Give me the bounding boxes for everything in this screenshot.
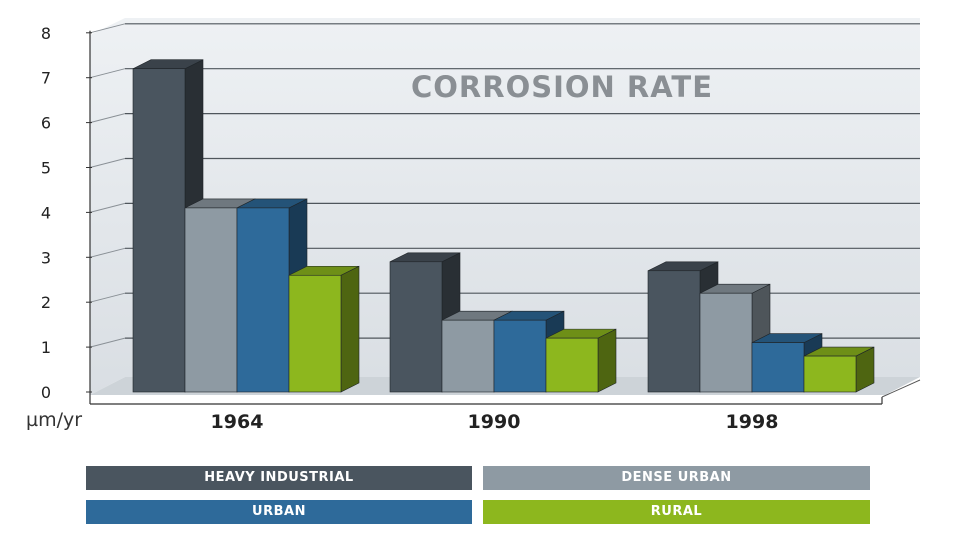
bar <box>751 342 805 393</box>
legend-item-label: URBAN <box>252 504 306 519</box>
bar <box>699 292 753 393</box>
gridline-side <box>89 113 126 124</box>
y-tick-label: 2 <box>41 293 51 312</box>
legend-item-label: DENSE URBAN <box>621 470 732 485</box>
gridline-side <box>89 292 126 303</box>
x-tick-label: 1998 <box>726 411 779 433</box>
y-tick-label: 0 <box>41 383 51 402</box>
gridline-side <box>89 23 126 34</box>
gridline-side <box>89 158 126 168</box>
legend-item: URBAN <box>86 500 472 524</box>
bar <box>184 207 238 393</box>
bar <box>545 337 599 393</box>
bar <box>288 274 342 393</box>
y-tick-label: 1 <box>41 338 51 357</box>
y-tick-label: 8 <box>41 24 51 43</box>
gridline-side <box>89 247 126 258</box>
y-tick-label: 6 <box>41 114 51 133</box>
floor-edge <box>881 379 921 398</box>
bar <box>236 207 290 393</box>
bar <box>441 319 495 393</box>
y-axis-unit-label: µm/yr <box>26 409 82 431</box>
y-tick-label: 5 <box>41 159 51 178</box>
legend-item: DENSE URBAN <box>483 466 870 490</box>
bar <box>132 68 186 393</box>
legend-item: RURAL <box>483 500 870 524</box>
bar <box>803 355 857 393</box>
chart-title: CORROSION RATE <box>411 70 713 104</box>
bar <box>389 261 443 393</box>
gridline-side <box>89 68 126 79</box>
bar <box>493 319 547 393</box>
y-tick-label: 4 <box>41 203 51 222</box>
bar-side <box>340 265 360 393</box>
y-tick-label: 3 <box>41 248 51 267</box>
bar <box>647 270 701 393</box>
x-tick-label: 1964 <box>211 411 264 433</box>
y-tick-label: 7 <box>41 69 51 88</box>
legend-item: HEAVY INDUSTRIAL <box>86 466 472 490</box>
legend-item-label: HEAVY INDUSTRIAL <box>204 470 354 485</box>
legend-item-label: RURAL <box>650 504 703 519</box>
gridline-side <box>89 337 126 348</box>
x-tick-label: 1990 <box>468 411 521 433</box>
gridline-side <box>89 202 126 213</box>
bar-side <box>597 328 617 393</box>
